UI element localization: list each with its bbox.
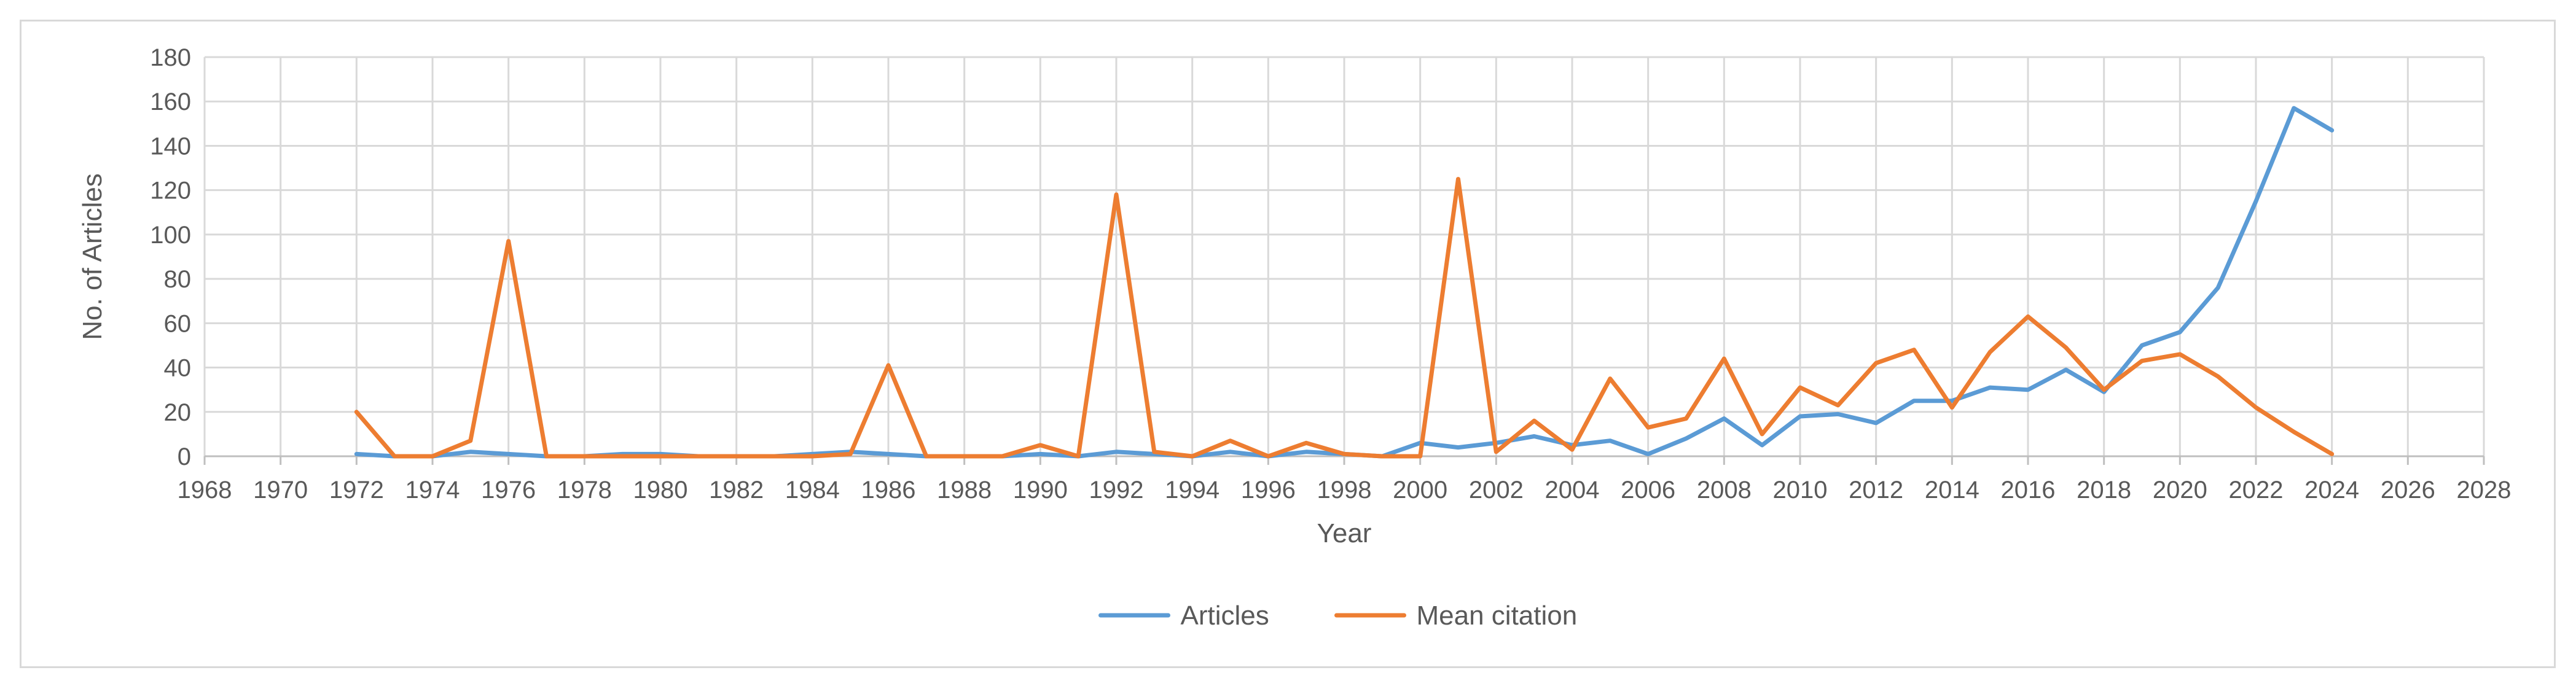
x-tick-label: 1978 xyxy=(557,477,612,504)
y-tick-label: 80 xyxy=(164,266,192,293)
x-tick-label: 2018 xyxy=(2077,477,2131,504)
x-tick-label: 2014 xyxy=(1925,477,1979,504)
x-tick-label: 1972 xyxy=(329,477,384,504)
x-tick-label: 2010 xyxy=(1773,477,1828,504)
y-tick-label: 40 xyxy=(164,355,192,382)
y-tick-label: 60 xyxy=(164,310,192,337)
x-tick-label: 2012 xyxy=(1849,477,1903,504)
y-tick-labels: 0 20 40 60 80 100 120 140 160 180 xyxy=(150,44,191,470)
y-tick-label: 160 xyxy=(150,88,191,115)
x-tick-label: 2024 xyxy=(2304,477,2359,504)
series-lines xyxy=(354,106,2335,459)
x-tick-label: 1998 xyxy=(1317,477,1372,504)
y-axis-title: No. of Articles xyxy=(77,173,108,340)
chart-frame: 0 20 40 60 80 100 120 140 160 180 1968 1970 1972 197… xyxy=(20,20,2556,668)
y-tick-label: 120 xyxy=(150,177,191,204)
x-tick-label: 2002 xyxy=(1469,477,1524,504)
x-tick-label: 1980 xyxy=(633,477,688,504)
x-tick-label: 1982 xyxy=(709,477,764,504)
x-tick-label: 2022 xyxy=(2229,477,2284,504)
x-tick-label: 2000 xyxy=(1393,477,1447,504)
x-tick-label: 2006 xyxy=(1621,477,1675,504)
legend: Articles Mean citation xyxy=(1098,601,1578,631)
x-tick-label: 1994 xyxy=(1165,477,1219,504)
x-tick-label: 1976 xyxy=(481,477,536,504)
series-line-mean-citation xyxy=(354,177,2335,459)
x-tick-label: 2016 xyxy=(2001,477,2056,504)
x-tick-label: 2004 xyxy=(1545,477,1600,504)
x-tick-label: 1988 xyxy=(937,477,992,504)
legend-label-mean-citation: Mean citation xyxy=(1417,601,1578,631)
y-tick-label: 140 xyxy=(150,133,191,160)
x-tick-label: 1974 xyxy=(405,477,460,504)
x-tick-label: 1992 xyxy=(1089,477,1144,504)
y-tick-label: 180 xyxy=(150,44,191,71)
x-tick-label: 1996 xyxy=(1241,477,1296,504)
x-tick-label: 2028 xyxy=(2457,477,2511,504)
x-tick-label: 2008 xyxy=(1697,477,1752,504)
y-tick-label: 20 xyxy=(164,399,192,426)
y-tick-label: 0 xyxy=(178,443,191,470)
x-tick-label: 1970 xyxy=(253,477,308,504)
legend-label-articles: Articles xyxy=(1181,601,1269,631)
x-tick-label: 1986 xyxy=(861,477,916,504)
x-tick-label: 2020 xyxy=(2153,477,2207,504)
line-chart: 0 20 40 60 80 100 120 140 160 180 1968 1970 1972 197… xyxy=(77,44,2511,631)
gridlines xyxy=(203,56,2485,456)
x-tick-label: 1968 xyxy=(178,477,232,504)
x-tick-label: 1990 xyxy=(1013,477,1068,504)
x-tick-label: 2026 xyxy=(2381,477,2435,504)
x-tick-label: 1984 xyxy=(785,477,840,504)
x-tick-labels: 1968 1970 1972 1974 1976 1978 1980 1982 1984 1986… xyxy=(178,477,2511,504)
y-tick-label: 100 xyxy=(150,222,191,249)
x-axis-title: Year xyxy=(1317,518,1372,548)
